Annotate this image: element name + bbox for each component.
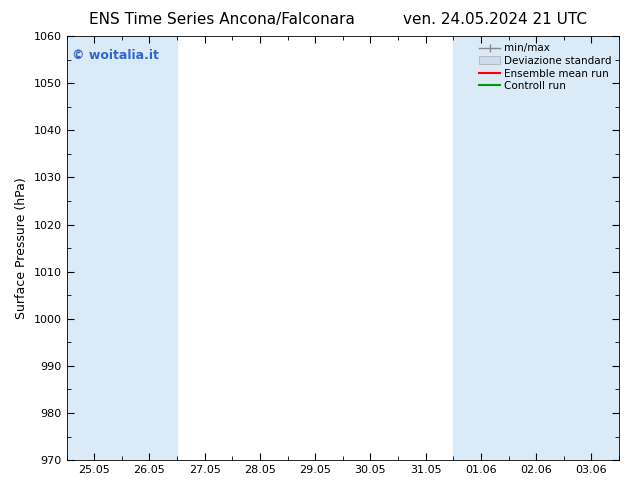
Text: ven. 24.05.2024 21 UTC: ven. 24.05.2024 21 UTC: [403, 12, 586, 27]
Text: © woitalia.it: © woitalia.it: [72, 49, 159, 62]
Bar: [564, 36, 619, 460]
Bar: [453, 36, 564, 460]
Bar: [67, 36, 177, 460]
Legend: min/max, Deviazione standard, Ensemble mean run, Controll run: min/max, Deviazione standard, Ensemble m…: [477, 41, 614, 93]
Y-axis label: Surface Pressure (hPa): Surface Pressure (hPa): [15, 177, 28, 319]
Text: ENS Time Series Ancona/Falconara: ENS Time Series Ancona/Falconara: [89, 12, 355, 27]
